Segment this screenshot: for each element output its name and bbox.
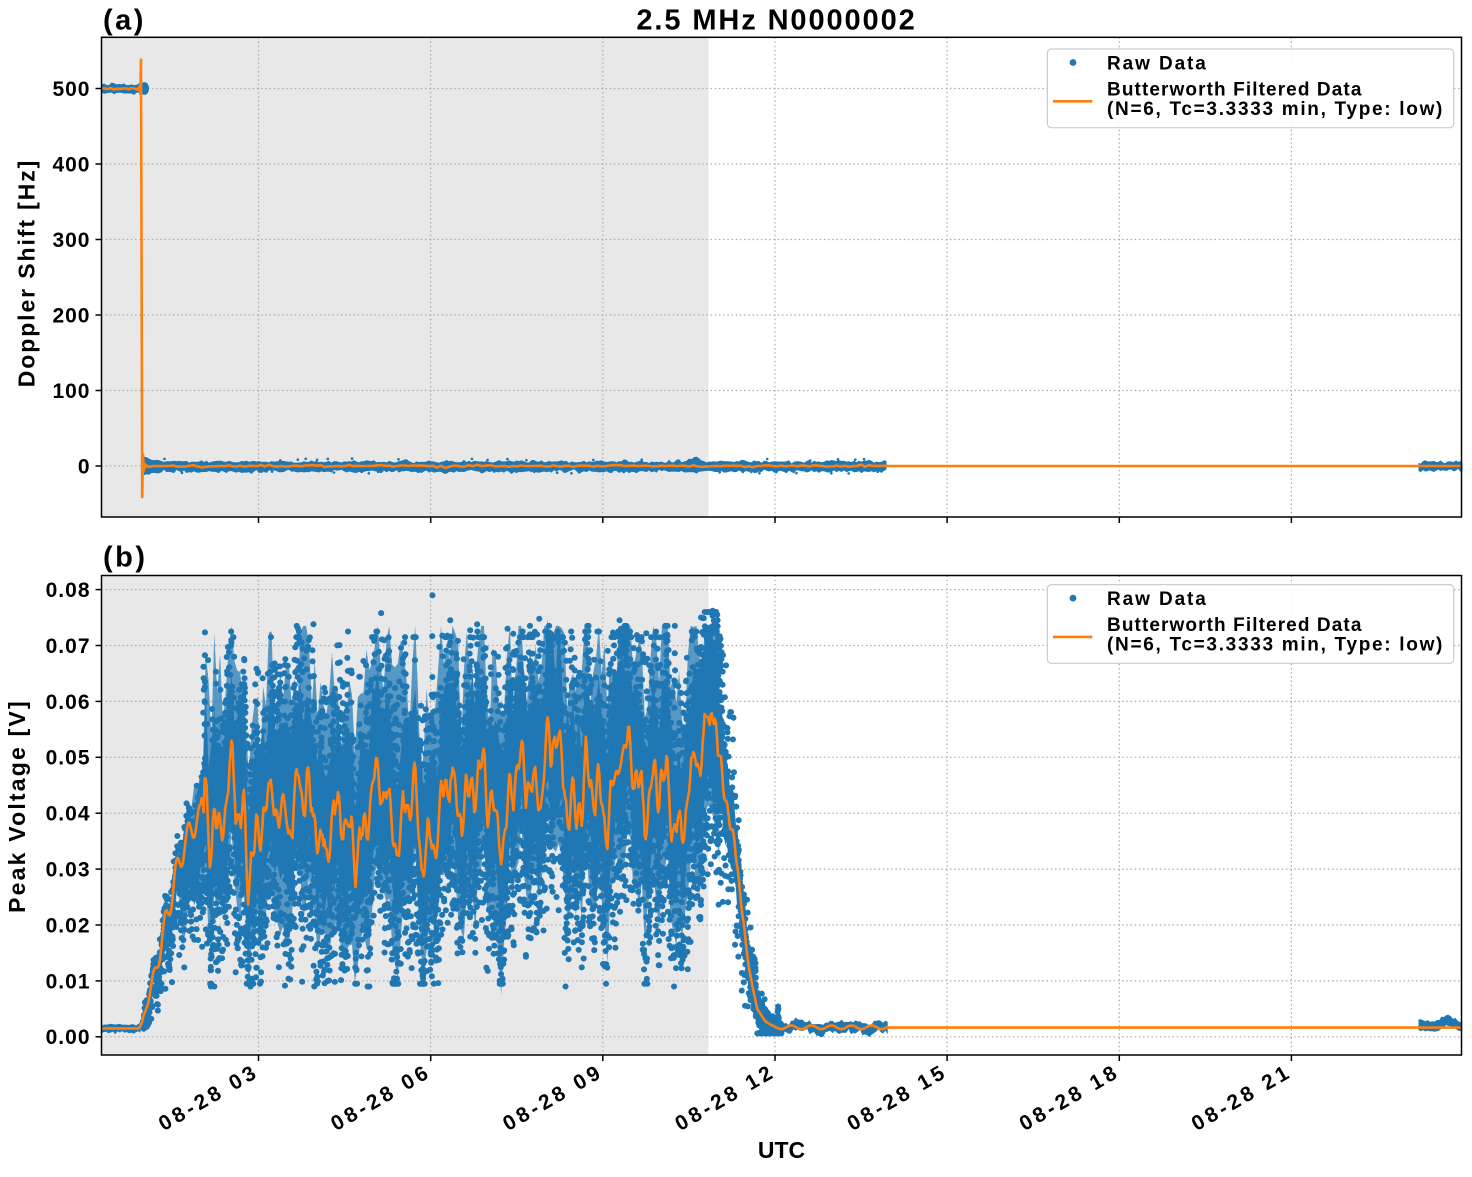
- svg-text:0.05: 0.05: [46, 747, 91, 770]
- svg-text:Peak Voltage [V]: Peak Voltage [V]: [4, 699, 30, 913]
- svg-text:0.03: 0.03: [46, 859, 91, 882]
- svg-text:0.02: 0.02: [46, 914, 91, 937]
- svg-text:Raw Data: Raw Data: [1107, 54, 1208, 75]
- svg-text:(a): (a): [103, 5, 146, 37]
- svg-text:0.06: 0.06: [46, 691, 91, 714]
- svg-text:500: 500: [52, 78, 90, 101]
- svg-text:UTC: UTC: [758, 1137, 805, 1163]
- svg-text:(N=6, Tc=3.3333 min, Type: low: (N=6, Tc=3.3333 min, Type: low): [1107, 635, 1444, 656]
- svg-text:0: 0: [78, 455, 91, 478]
- svg-text:300: 300: [52, 229, 90, 252]
- svg-text:0.01: 0.01: [46, 970, 91, 993]
- svg-text:0.08: 0.08: [46, 579, 91, 602]
- svg-text:Doppler Shift [Hz]: Doppler Shift [Hz]: [13, 159, 39, 387]
- svg-text:100: 100: [52, 380, 90, 403]
- svg-text:(b): (b): [103, 542, 148, 574]
- svg-text:Butterworth Filtered Data: Butterworth Filtered Data: [1107, 615, 1363, 636]
- svg-text:(N=6, Tc=3.3333 min, Type: low: (N=6, Tc=3.3333 min, Type: low): [1107, 99, 1444, 120]
- svg-text:0.00: 0.00: [46, 1026, 91, 1049]
- svg-text:0.04: 0.04: [46, 803, 91, 826]
- svg-text:2.5 MHz N0000002: 2.5 MHz N0000002: [636, 5, 916, 37]
- svg-text:Raw Data: Raw Data: [1107, 589, 1208, 610]
- svg-text:400: 400: [52, 153, 90, 176]
- svg-text:0.07: 0.07: [46, 635, 91, 658]
- svg-text:200: 200: [52, 304, 90, 327]
- svg-text:Butterworth Filtered Data: Butterworth Filtered Data: [1107, 80, 1363, 101]
